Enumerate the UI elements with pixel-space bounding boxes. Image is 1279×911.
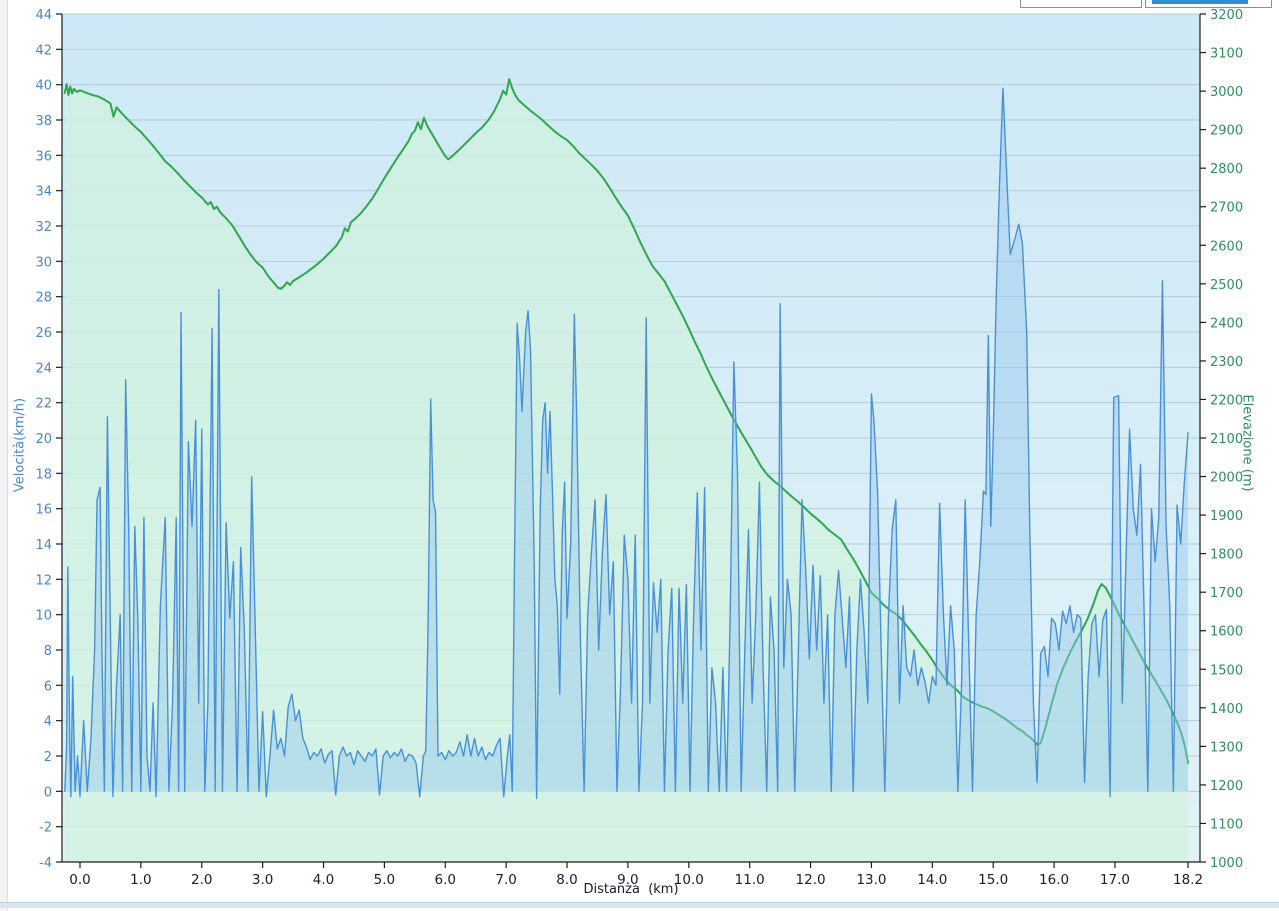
y-left-tick-label: 18 <box>35 467 52 482</box>
y-left-tick-label: 14 <box>35 538 52 553</box>
x-tick-label: 0.0 <box>69 872 90 888</box>
x-tick-label: 3.0 <box>252 872 273 888</box>
elevation-line <box>63 78 1190 764</box>
x-tick-label: 6.0 <box>435 872 456 888</box>
y-right-tick-label: 1600 <box>1210 625 1243 640</box>
y-right-tick-label: 1500 <box>1210 663 1243 678</box>
x-tick-label: 16.0 <box>1039 872 1069 888</box>
y-right-axis: 1000 1100 1200 1300 1400 1500 1600 1700 1800 1900… <box>1200 8 1243 871</box>
y-left-tick-label: 30 <box>35 255 52 270</box>
y-right-tick-label: 2800 <box>1210 162 1243 177</box>
x-tick-label: 13.0 <box>856 872 886 888</box>
y-right-tick-label: 1100 <box>1210 817 1243 832</box>
y-right-tick-label: 1300 <box>1210 740 1243 755</box>
y-left-tick-label: 0 <box>44 785 52 800</box>
y-left-tick-label: 36 <box>35 149 52 164</box>
y-left-tick-label: 34 <box>35 185 52 200</box>
y-left-tick-label: 40 <box>35 79 52 94</box>
x-tick-label: 5.0 <box>374 872 395 888</box>
y-left-tick-label: 20 <box>35 432 52 447</box>
x-tick-label: 10.0 <box>674 872 704 888</box>
y-left-tick-label: 42 <box>35 43 52 58</box>
y-right-tick-label: 2000 <box>1210 471 1243 486</box>
y-left-tick-label: -4 <box>39 856 52 871</box>
speed-line <box>64 87 1189 800</box>
y-left-tick-label: 24 <box>35 361 52 376</box>
x-axis: 0.0 1.0 2.0 3.0 4.0 5.0 6.0 7.0 8.0 9.0 10.0 11.0 12… <box>69 862 1203 888</box>
y-right-tick-label: 1000 <box>1210 856 1243 871</box>
y-right-tick-label: 2400 <box>1210 316 1243 331</box>
speed-area <box>64 88 1189 799</box>
y-left-tick-label: 4 <box>44 715 52 730</box>
left-panel-edge <box>0 0 8 911</box>
y-right-tick-label: 1200 <box>1210 779 1243 794</box>
x-tick-label: 2.0 <box>191 872 212 888</box>
x-tick-label: 7.0 <box>495 872 516 888</box>
y-right-tick-label: 3200 <box>1210 8 1243 23</box>
x-tick-label: 8.0 <box>556 872 577 888</box>
x-tick-label: 14.0 <box>917 872 947 888</box>
y-right-tick-label: 2100 <box>1210 432 1243 447</box>
y-left-tick-label: 8 <box>44 644 52 659</box>
y-right-axis-title: Elevazione (m) <box>1239 394 1255 492</box>
x-tick-label: 4.0 <box>313 872 334 888</box>
x-tick-label: 11.0 <box>735 872 765 888</box>
x-tick-label: 17.0 <box>1100 872 1130 888</box>
y-right-tick-label: 2500 <box>1210 278 1243 293</box>
toolbar-button-right[interactable] <box>1145 0 1272 8</box>
y-right-tick-label: 1900 <box>1210 509 1243 524</box>
y-right-tick-label: 1700 <box>1210 586 1243 601</box>
y-left-axis-title: Velocità(km/h) <box>12 397 28 493</box>
y-left-tick-label: 6 <box>44 679 52 694</box>
y-left-tick-label: 2 <box>44 750 52 765</box>
y-right-tick-label: 3100 <box>1210 47 1243 62</box>
y-left-tick-label: 22 <box>35 397 52 412</box>
y-left-tick-label: 44 <box>35 8 52 23</box>
bottom-panel-edge <box>0 902 1279 908</box>
y-left-tick-label: 12 <box>35 573 52 588</box>
y-left-tick-label: 16 <box>35 503 52 518</box>
toolbar-button-accent-bar <box>1152 0 1248 4</box>
y-left-tick-label: -2 <box>39 821 52 836</box>
x-tick-label: 9.0 <box>617 872 638 888</box>
y-right-tick-label: 2300 <box>1210 355 1243 370</box>
x-tick-label: 15.0 <box>978 872 1008 888</box>
y-right-tick-label: 1800 <box>1210 548 1243 563</box>
y-right-tick-label: 2700 <box>1210 201 1243 216</box>
y-left-tick-label: 38 <box>35 114 52 129</box>
y-left-axis: -4-2024681012141618202224262830323436384… <box>35 8 62 871</box>
y-right-tick-label: 2600 <box>1210 239 1243 254</box>
y-left-tick-label: 32 <box>35 220 52 235</box>
toolbar-button-left[interactable] <box>1020 0 1142 8</box>
y-left-tick-label: 28 <box>35 291 52 306</box>
y-right-tick-label: 2900 <box>1210 124 1243 139</box>
y-left-tick-label: 26 <box>35 326 52 341</box>
x-tick-label: 1.0 <box>130 872 151 888</box>
x-tick-label: 12.0 <box>796 872 826 888</box>
x-axis-title: Distanza (km) <box>583 882 679 897</box>
x-tick-label: 18.2 <box>1173 872 1203 888</box>
y-right-tick-label: 2200 <box>1210 393 1243 408</box>
y-left-tick-label: 10 <box>35 609 52 624</box>
speed-series <box>64 87 1189 800</box>
y-right-tick-label: 1400 <box>1210 702 1243 717</box>
y-right-tick-label: 3000 <box>1210 85 1243 100</box>
